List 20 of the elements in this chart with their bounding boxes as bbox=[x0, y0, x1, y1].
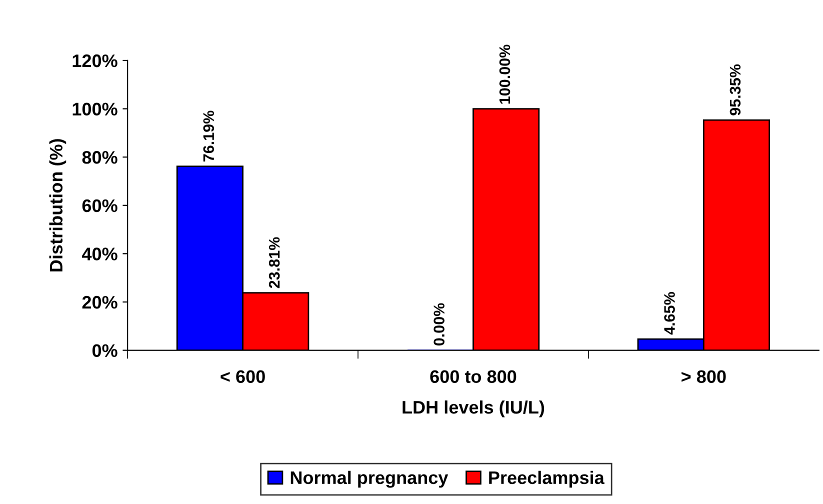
y-tick-label: 120% bbox=[72, 54, 118, 68]
data-label: 0.00% bbox=[434, 303, 444, 346]
y-tick-label: 80% bbox=[82, 151, 118, 164]
y-tick-label: 100% bbox=[72, 102, 118, 116]
y-tick-label: 60% bbox=[82, 199, 118, 212]
data-label: 4.65% bbox=[664, 292, 675, 335]
y-tick-label: 0% bbox=[92, 344, 118, 357]
legend-label: Normal pregnancy bbox=[290, 470, 448, 488]
data-label: 23.81% bbox=[268, 237, 280, 288]
legend-label: Preeclampsia bbox=[489, 470, 604, 488]
x-tick-label: < 600 bbox=[220, 370, 265, 383]
y-tick-label: 20% bbox=[82, 296, 118, 309]
y-axis-title: Distribution (%) bbox=[49, 139, 66, 272]
data-label: 100.00% bbox=[499, 44, 510, 104]
data-label: 95.35% bbox=[730, 64, 741, 116]
y-tick-label: 40% bbox=[82, 248, 118, 260]
x-tick-label: > 800 bbox=[682, 370, 726, 383]
data-label: 76.19% bbox=[203, 110, 214, 162]
x-axis-title: LDH levels (IU/L) bbox=[402, 400, 544, 418]
x-tick-label: 600 to 800 bbox=[430, 370, 516, 383]
